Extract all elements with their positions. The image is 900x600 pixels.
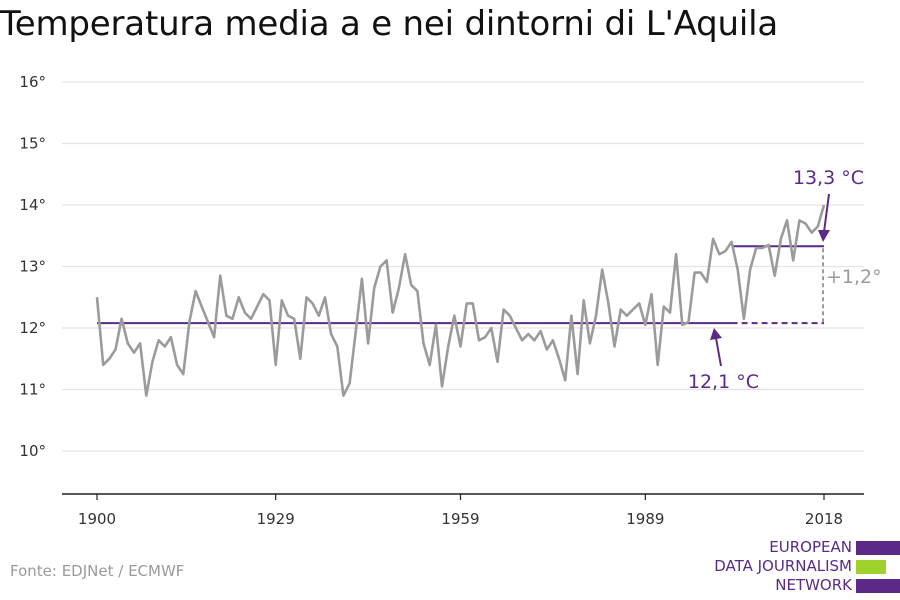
series-layer	[95, 204, 826, 397]
logo-bar-purple-bottom	[856, 579, 900, 593]
x-tick-label-1929: 1929	[257, 510, 295, 528]
annotations: 13,3 °C 12,1 °C +1,2°	[688, 167, 882, 393]
y-tick-label-12: 12°	[19, 319, 46, 337]
y-tick-label-13: 13°	[19, 258, 46, 276]
y-tick-label-14: 14°	[19, 196, 46, 214]
annotation-baseline-mean: 12,1 °C	[688, 371, 759, 393]
annotation-baseline-arrow-line	[715, 337, 722, 367]
annotation-baseline-arrowhead	[710, 328, 722, 340]
y-tick-label-15: 15°	[19, 135, 46, 153]
logo-bar-purple-top	[856, 541, 900, 555]
logo-line-1: EUROPEAN	[769, 538, 852, 556]
grid-lines	[62, 81, 864, 452]
series-line	[95, 204, 826, 397]
x-tick-label-1989: 1989	[626, 510, 664, 528]
logo-line-2: DATA JOURNALISM	[714, 557, 852, 575]
annotation-recent-arrowhead	[818, 230, 830, 242]
y-tick-label-10: 10°	[19, 442, 46, 460]
reference-lines	[97, 245, 824, 325]
x-tick-label-2018: 2018	[805, 510, 843, 528]
y-tick-labels: 10° 11° 12° 13° 14° 15° 16°	[19, 73, 46, 460]
x-tick-label-1959: 1959	[441, 510, 479, 528]
logo-bar-green	[856, 560, 886, 574]
logo-line-3: NETWORK	[775, 576, 852, 594]
x-tick-label-1900: 1900	[78, 510, 116, 528]
x-axis: 1900 1929 1959 1989 2018	[62, 493, 864, 528]
chart-title: Temperatura media a e nei dintorni di L'…	[0, 4, 778, 44]
annotation-recent-mean: 13,3 °C	[793, 167, 864, 189]
y-tick-label-16: 16°	[19, 73, 46, 91]
y-tick-label-11: 11°	[19, 381, 46, 399]
edjnet-logo: EUROPEAN DATA JOURNALISM NETWORK	[700, 538, 900, 600]
source-note: Fonte: EDJNet / ECMWF	[10, 562, 185, 580]
annotation-difference: +1,2°	[826, 266, 882, 288]
annotation-recent-arrow-line	[823, 193, 830, 233]
